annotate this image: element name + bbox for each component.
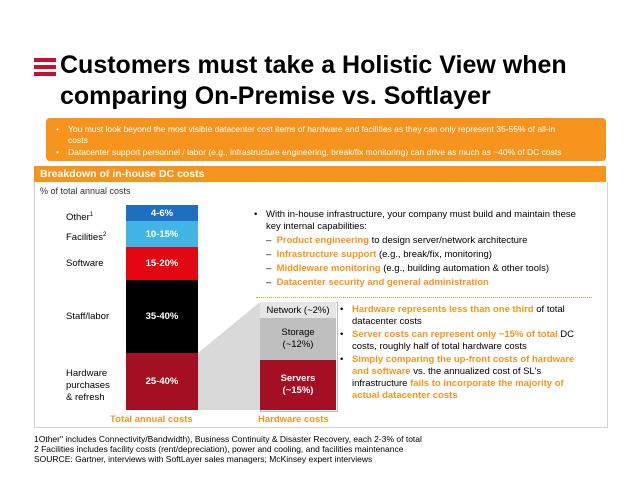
hardware-bullet-3-dot: • — [340, 354, 344, 365]
capability-item-4: – Datacenter security and general admini… — [266, 277, 489, 288]
connector-shape — [198, 302, 260, 410]
breakdown-panel — [34, 182, 608, 428]
hardware-bullet-3: Simply comparing the up-front costs of h… — [352, 354, 575, 401]
bar-segment-hardware: 25-40% — [126, 353, 198, 410]
capability-item-1: – Product engineering to design server/n… — [266, 235, 528, 246]
hardware-bullet-2: Server costs can represent only ~15% of … — [352, 329, 575, 352]
hardware-costs-label: Hardware costs — [258, 414, 329, 425]
hardware-segment-network: Network (~2%) — [260, 302, 336, 318]
capability-item-3: – Middleware monitoring (e.g., building … — [266, 263, 550, 274]
section-divider — [256, 297, 592, 298]
bar-segment-software: 15-20% — [126, 247, 198, 280]
capabilities-bullet: • — [254, 209, 258, 220]
hardware-segment-storage: Storage (~12%) — [260, 318, 336, 360]
source-note: SOURCE: Gartner, interviews with SoftLay… — [34, 454, 373, 464]
category-software: Software — [66, 258, 104, 269]
breakdown-header-bar — [34, 166, 606, 182]
footnote-1: 1Other" includes Connectivity/Bandwidth)… — [34, 434, 422, 444]
hardware-segment-servers: Servers (~15%) — [260, 360, 336, 410]
bar-segment-other: 4-6% — [126, 205, 198, 221]
category-staff: Staff/labor — [66, 311, 110, 322]
category-other: Other1 — [66, 212, 94, 224]
hardware-bullet-1-dot: • — [340, 304, 344, 315]
title-line-2: comparing On-Premise vs. Softlayer — [60, 82, 491, 110]
hardware-bullet-1: Hardware represents less than one third … — [352, 304, 565, 327]
bar-segment-staff: 35-40% — [126, 280, 198, 353]
category-facilities: Facilities2 — [66, 232, 107, 244]
capability-item-2: – Infrastructure support (e.g., break/fi… — [266, 249, 492, 260]
hardware-bullet-2-dot: • — [340, 329, 344, 340]
title-line-1: Customers must take a Holistic View when — [60, 51, 567, 79]
footnote-2: 2 Facilities includes facility costs (re… — [34, 444, 404, 454]
capabilities-intro: With in-house infrastructure, your compa… — [266, 209, 576, 232]
page-title: Customers must take a Holistic View when… — [60, 50, 620, 112]
total-costs-label: Total annual costs — [110, 414, 193, 425]
axis-label: % of total annual costs — [40, 186, 131, 196]
key-message-callout: • You must look beyond the most visible … — [46, 118, 606, 161]
bar-segment-facilities: 10-15% — [126, 221, 198, 247]
category-hardware: Hardware purchases & refresh — [66, 368, 110, 403]
breakdown-title: Breakdown of in-house DC costs — [40, 168, 205, 180]
